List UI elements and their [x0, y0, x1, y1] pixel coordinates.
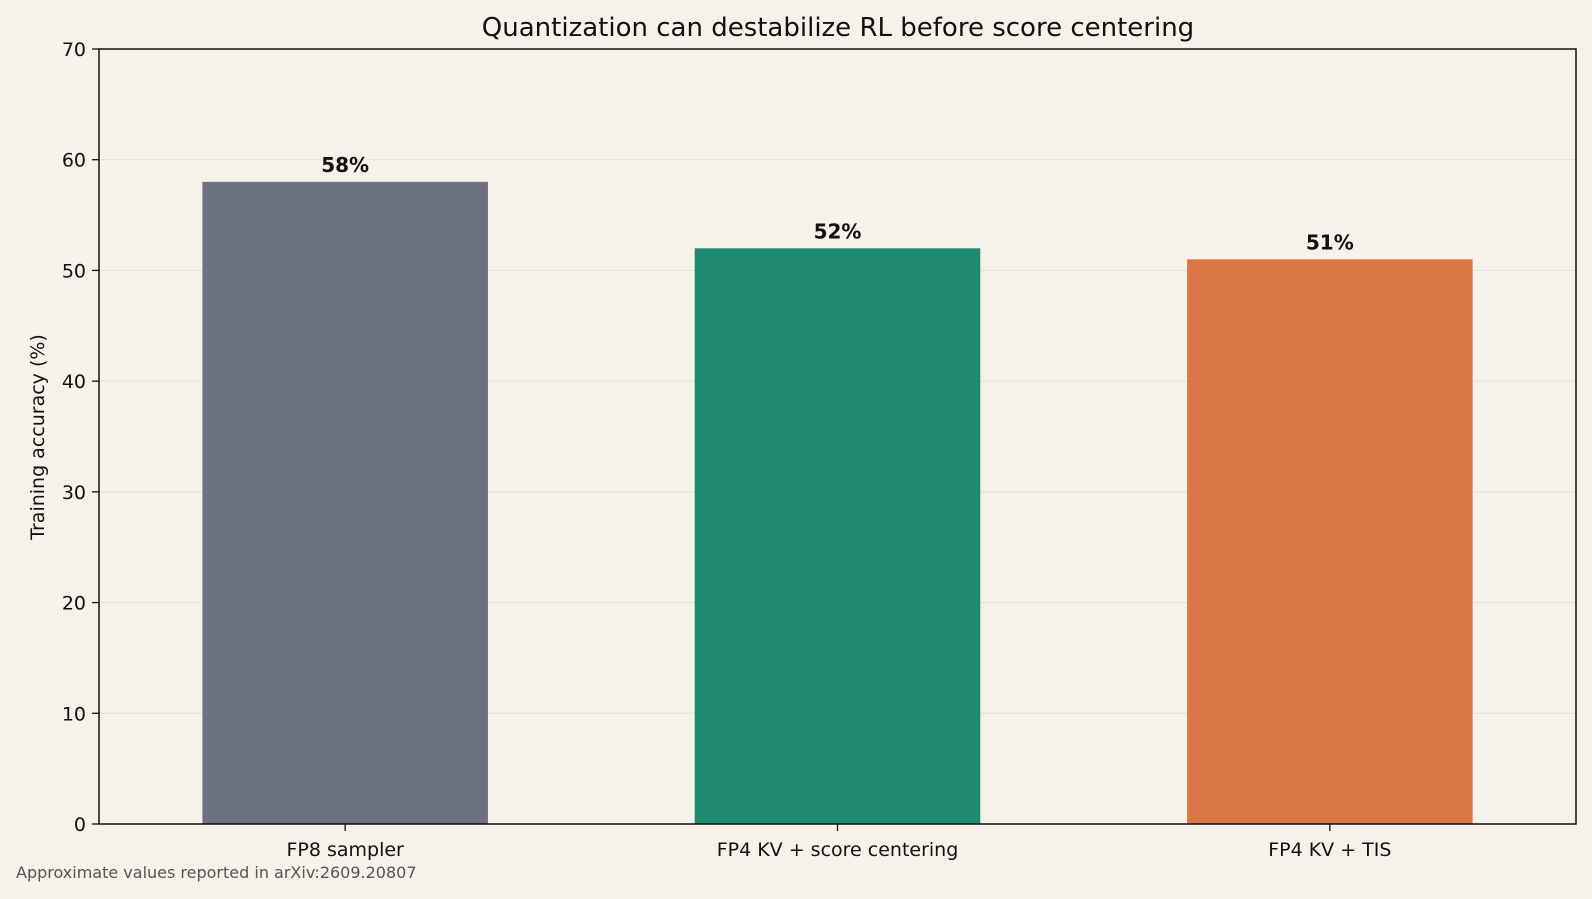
y-tick-label-20: 20 [62, 593, 86, 615]
y-tick-label-50: 50 [62, 260, 86, 282]
source-footnote: Approximate values reported in arXiv:260… [16, 863, 417, 882]
y-tick-label-70: 70 [62, 39, 86, 61]
bar-1 [202, 181, 488, 824]
y-tick-label-10: 10 [62, 703, 86, 725]
y-tick-label-40: 40 [62, 371, 86, 393]
y-tick-label-0: 0 [74, 814, 86, 836]
data-labels: 58% 52% 51% [321, 153, 1354, 255]
bar-3 [1187, 259, 1473, 824]
y-tick-label-60: 60 [62, 150, 86, 172]
plot-frame [98, 48, 1577, 825]
axes: FP8 sampler FP4 KV + score centering FP4 K… [62, 39, 1577, 861]
chart-title: Quantization can destabilize RL before s… [482, 13, 1194, 43]
bar-2 [694, 248, 981, 825]
y-tick-label-30: 30 [62, 482, 86, 504]
bar-value-label-1: 58% [321, 153, 369, 177]
bar-value-label-3: 51% [1306, 230, 1354, 254]
y-axis-label: Training accuracy (%) [27, 334, 49, 541]
x-tick-label-2: FP4 KV + score centering [717, 839, 959, 861]
bar-value-label-2: 52% [814, 219, 862, 243]
x-tick-label-1: FP8 sampler [286, 839, 404, 861]
x-tick-label-3: FP4 KV + TIS [1268, 839, 1391, 861]
bars [202, 181, 1473, 825]
